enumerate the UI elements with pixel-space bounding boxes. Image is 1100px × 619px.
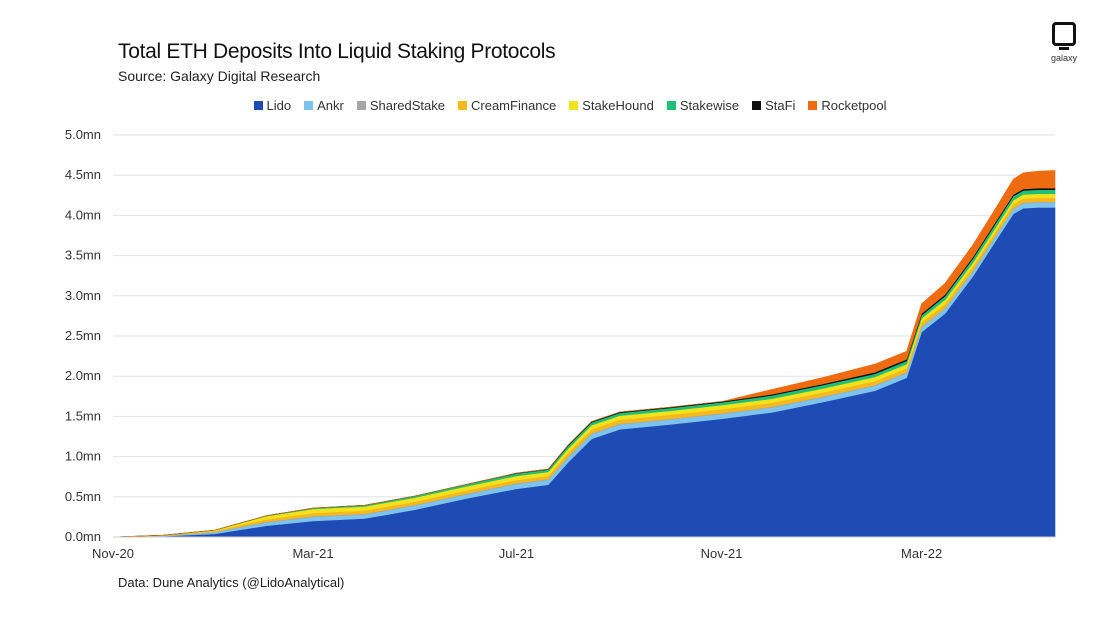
legend-swatch [304,101,314,110]
area-series-lido [112,207,1056,538]
chart-title: Total ETH Deposits Into Liquid Staking P… [118,40,556,63]
y-tick-label: 0.0mn [65,529,101,544]
y-tick-label: 4.0mn [65,207,101,222]
legend-swatch [666,101,676,110]
y-tick-label: 0.5mn [65,489,101,504]
y-tick-label: 2.0mn [65,368,101,383]
legend-item-ankr: Ankr [304,98,344,113]
data-source-footnote: Data: Dune Analytics (@LidoAnalytical) [118,575,345,590]
legend-item-stafi: StaFi [752,98,795,113]
y-tick-label: 1.0mn [65,449,101,464]
area-series-rocketpool [112,170,1056,538]
galaxy-logo: galaxy [1044,22,1084,68]
legend-swatch [752,101,762,110]
x-tick-label: Nov-20 [92,546,134,561]
x-tick-label: Mar-22 [901,546,942,561]
y-tick-label: 4.5mn [65,167,101,182]
y-tick-label: 5.0mn [65,127,101,142]
legend-item-rocketpool: Rocketpool [808,98,886,113]
legend-swatch [356,101,366,110]
y-tick-label: 3.5mn [65,248,101,263]
legend-item-creamfinance: CreamFinance [458,98,556,113]
legend-label: CreamFinance [471,98,557,113]
legend-swatch [253,101,263,110]
legend-item-stakewise: Stakewise [666,98,740,113]
legend-label: StaFi [765,98,796,113]
legend-swatch [569,101,579,110]
y-tick-label: 2.5mn [65,328,101,343]
legend-label: SharedStake [369,98,445,113]
legend-item-lido: Lido [253,98,292,113]
x-tick-label: Mar-21 [292,546,333,561]
galaxy-logo-icon [1052,22,1076,46]
chart-legend: Lido Ankr SharedStake CreamFinance StakeHoun… [250,98,890,113]
y-tick-label: 1.5mn [65,408,101,423]
x-tick-label: Nov-21 [701,546,743,561]
legend-label: Rocketpool [821,98,887,113]
logo-text: galaxy [1050,53,1077,63]
legend-label: Lido [266,98,292,113]
legend-item-sharedstake: SharedStake [356,98,445,113]
legend-label: StakeHound [582,98,654,113]
legend-swatch [458,101,467,110]
legend-item-stakehound: StakeHound [569,98,654,113]
y-tick-label: 3.0mn [65,288,101,303]
legend-swatch [808,101,818,110]
legend-label: Stakewise [679,98,740,113]
legend-label: Ankr [317,98,344,113]
x-tick-label: Jul-21 [499,546,534,561]
chart-subtitle: Source: Galaxy Digital Research [118,68,321,84]
